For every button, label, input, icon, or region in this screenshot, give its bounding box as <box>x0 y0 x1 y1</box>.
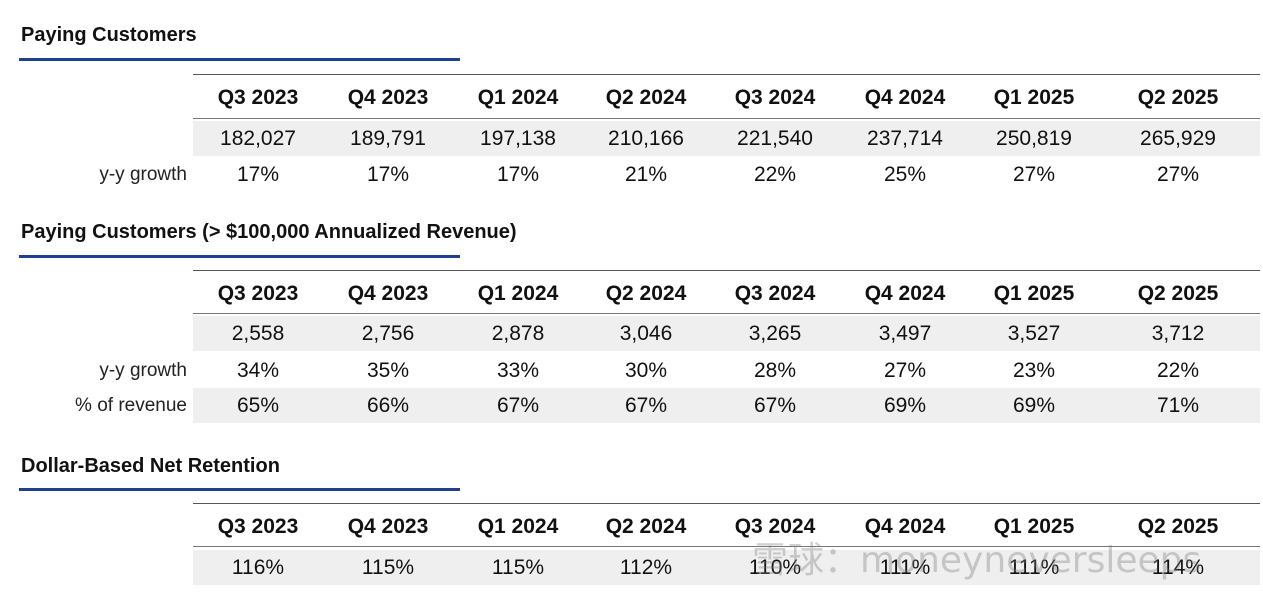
table-cell: 34% <box>236 359 280 382</box>
table-cell: 112% <box>619 556 673 579</box>
table-top-rule <box>193 270 1260 271</box>
table-cell: 21% <box>624 163 668 186</box>
column-header: Q4 2024 <box>864 86 946 109</box>
table-cell: 22% <box>1156 359 1200 382</box>
table-top-rule <box>193 503 1260 504</box>
table-cell: 111% <box>879 556 931 579</box>
column-header: Q2 2024 <box>605 282 687 305</box>
column-header: Q1 2024 <box>477 515 559 538</box>
table-cell: 2,878 <box>491 322 545 345</box>
table-row: 116% 115% 115% 112% 110% 111% 111% 114% <box>0 550 1263 585</box>
column-header: Q3 2024 <box>734 515 816 538</box>
column-header: Q4 2023 <box>347 86 429 109</box>
table-cell: 67% <box>753 394 797 417</box>
table-cell: 3,046 <box>619 322 673 345</box>
table-cell: 3,265 <box>748 322 802 345</box>
table-cell: 3,497 <box>878 322 932 345</box>
column-header: Q2 2025 <box>1137 282 1219 305</box>
table-cell: 23% <box>1012 359 1056 382</box>
table-cell: 71% <box>1156 394 1200 417</box>
column-header: Q4 2023 <box>347 515 429 538</box>
table-cell: 3,712 <box>1151 322 1205 345</box>
watermark: 雪球：moneyneversleeps <box>752 540 1202 581</box>
table-cell: 27% <box>1012 163 1056 186</box>
header-rule <box>193 546 1260 547</box>
table-cell: 189,791 <box>350 127 426 150</box>
table-cell: 221,540 <box>737 127 813 150</box>
table-row: y-y growth 17% 17% 17% 21% 22% 25% 27% 2… <box>0 157 1263 192</box>
header-rule <box>193 313 1260 314</box>
title-underline <box>19 58 460 61</box>
table-top-rule <box>193 74 1260 75</box>
table-cell: 30% <box>624 359 668 382</box>
table-cell: 17% <box>366 163 410 186</box>
header-rule <box>193 118 1260 119</box>
table-cell: 69% <box>883 394 927 417</box>
column-header: Q3 2023 <box>217 86 299 109</box>
table-header-row: Q3 2023 Q4 2023 Q1 2024 Q2 2024 Q3 2024 … <box>0 276 1263 311</box>
row-label: y-y growth <box>99 360 187 381</box>
column-header: Q2 2025 <box>1137 515 1219 538</box>
column-header: Q3 2023 <box>217 282 299 305</box>
row-label: y-y growth <box>99 164 187 185</box>
column-header: Q2 2024 <box>605 86 687 109</box>
table-cell: 115% <box>491 556 545 579</box>
column-header: Q4 2023 <box>347 282 429 305</box>
column-header: Q3 2024 <box>734 86 816 109</box>
table-cell: 116% <box>231 556 285 579</box>
table-cell: 182,027 <box>220 127 296 150</box>
title-underline <box>19 488 460 491</box>
table-cell: 250,819 <box>996 127 1072 150</box>
table-cell: 25% <box>883 163 927 186</box>
table-cell: 110% <box>748 556 802 579</box>
column-header: Q3 2023 <box>217 515 299 538</box>
section-title: Dollar-Based Net Retention <box>21 455 280 477</box>
table-cell: 2,756 <box>361 322 415 345</box>
column-header: Q3 2024 <box>734 282 816 305</box>
table-cell: 66% <box>366 394 410 417</box>
table-cell: 27% <box>883 359 927 382</box>
column-header: Q2 2025 <box>1137 86 1219 109</box>
column-header: Q1 2025 <box>993 282 1075 305</box>
table-cell: 65% <box>236 394 280 417</box>
table-cell: 67% <box>496 394 540 417</box>
table-cell: 33% <box>496 359 540 382</box>
table-row: y-y growth 34% 35% 33% 30% 28% 27% 23% 2… <box>0 353 1263 388</box>
column-header: Q4 2024 <box>864 515 946 538</box>
column-header: Q1 2025 <box>993 86 1075 109</box>
title-underline <box>19 255 460 258</box>
table-row: 2,558 2,756 2,878 3,046 3,265 3,497 3,52… <box>0 316 1263 351</box>
section-title: Paying Customers <box>21 24 197 46</box>
section-title: Paying Customers (> $100,000 Annualized … <box>21 221 517 243</box>
row-label: % of revenue <box>75 395 187 416</box>
table-cell: 17% <box>496 163 540 186</box>
table-cell: 17% <box>236 163 280 186</box>
table-cell: 28% <box>753 359 797 382</box>
column-header: Q4 2024 <box>864 282 946 305</box>
table-cell: 67% <box>624 394 668 417</box>
table-row: % of revenue 65% 66% 67% 67% 67% 69% 69%… <box>0 388 1263 423</box>
column-header: Q2 2024 <box>605 515 687 538</box>
table-cell: 210,166 <box>608 127 684 150</box>
table-cell: 197,138 <box>480 127 556 150</box>
table-cell: 69% <box>1012 394 1056 417</box>
table-cell: 265,929 <box>1140 127 1216 150</box>
table-header-row: Q3 2023 Q4 2023 Q1 2024 Q2 2024 Q3 2024 … <box>0 80 1263 115</box>
table-header-row: Q3 2023 Q4 2023 Q1 2024 Q2 2024 Q3 2024 … <box>0 509 1263 544</box>
table-cell: 111% <box>1008 556 1060 579</box>
table-cell: 114% <box>1151 556 1205 579</box>
table-cell: 35% <box>366 359 410 382</box>
table-cell: 115% <box>361 556 415 579</box>
table-cell: 27% <box>1156 163 1200 186</box>
table-cell: 22% <box>753 163 797 186</box>
column-header: Q1 2024 <box>477 86 559 109</box>
table-cell: 2,558 <box>231 322 285 345</box>
column-header: Q1 2024 <box>477 282 559 305</box>
table-cell: 237,714 <box>867 127 943 150</box>
column-header: Q1 2025 <box>993 515 1075 538</box>
table-cell: 3,527 <box>1007 322 1061 345</box>
table-row: 182,027 189,791 197,138 210,166 221,540 … <box>0 121 1263 156</box>
